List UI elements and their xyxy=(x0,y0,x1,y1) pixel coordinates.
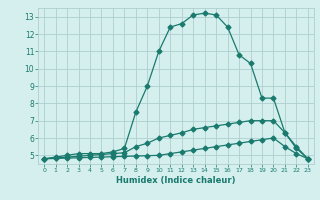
X-axis label: Humidex (Indice chaleur): Humidex (Indice chaleur) xyxy=(116,176,236,185)
